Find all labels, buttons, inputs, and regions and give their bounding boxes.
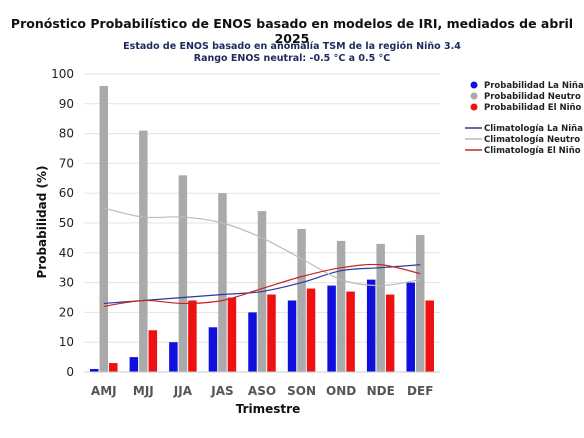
chart-subtitle-2: Rango ENOS neutral: -0.5 °C a 0.5 °C bbox=[193, 53, 391, 64]
bar bbox=[218, 193, 227, 372]
y-tick-label: 80 bbox=[59, 127, 74, 141]
y-tick-label: 60 bbox=[59, 186, 74, 200]
x-tick-label: JAS bbox=[210, 384, 233, 398]
legend-label: Climatología Neutro bbox=[484, 135, 580, 145]
x-tick-label: AMJ bbox=[91, 384, 117, 398]
legend-label: Probabilidad Neutro bbox=[484, 92, 581, 102]
y-tick-label: 50 bbox=[59, 216, 74, 230]
chart-subtitle-1: Estado de ENOS basado en anomalía TSM de… bbox=[123, 41, 461, 52]
bar bbox=[385, 294, 395, 372]
x-tick-label: OND bbox=[326, 384, 356, 398]
bar bbox=[139, 130, 148, 372]
bar bbox=[99, 85, 109, 373]
bar bbox=[425, 300, 434, 372]
x-tick-label: NDE bbox=[367, 384, 395, 398]
bar bbox=[208, 327, 218, 372]
bar bbox=[346, 291, 355, 372]
x-axis-label: Trimestre bbox=[236, 402, 300, 416]
bar bbox=[248, 312, 257, 372]
y-tick-label: 20 bbox=[59, 305, 74, 319]
legend-label: Probabilidad El Niño bbox=[484, 103, 582, 113]
bar bbox=[297, 228, 306, 372]
bar bbox=[327, 285, 336, 372]
legend-marker bbox=[470, 81, 478, 89]
bar bbox=[306, 288, 316, 372]
y-tick-label: 90 bbox=[59, 97, 74, 111]
legend-label: Climatología La Niña bbox=[484, 124, 583, 134]
series-line bbox=[103, 263, 421, 308]
bar bbox=[227, 297, 237, 372]
x-tick-label: DEF bbox=[407, 384, 433, 398]
legend-label: Probabilidad La Niña bbox=[484, 81, 584, 91]
series-line bbox=[103, 264, 421, 305]
bar bbox=[129, 357, 139, 372]
x-tick-label: SON bbox=[287, 384, 316, 398]
legend-label: Climatología El Niño bbox=[484, 146, 581, 156]
legend-marker bbox=[470, 103, 478, 111]
bar bbox=[366, 279, 376, 372]
chart-title: Pronóstico Probabilístico de ENOS basado… bbox=[10, 16, 574, 46]
y-tick-label: 100 bbox=[51, 67, 74, 81]
bar bbox=[336, 240, 346, 372]
y-axis-label: Probabilidad (%) bbox=[35, 165, 49, 278]
bar bbox=[169, 342, 178, 372]
bar bbox=[287, 300, 297, 372]
bar bbox=[415, 234, 425, 372]
x-tick-label: MJJ bbox=[133, 384, 154, 398]
y-tick-label: 70 bbox=[59, 156, 74, 170]
bar bbox=[148, 330, 158, 372]
x-tick-label: ASO bbox=[248, 384, 276, 398]
bar bbox=[406, 282, 415, 372]
bar bbox=[90, 369, 99, 372]
series-line bbox=[103, 207, 421, 287]
x-tick-label: JJA bbox=[173, 384, 193, 398]
bar bbox=[109, 363, 118, 372]
y-tick-label: 40 bbox=[59, 246, 74, 260]
legend-marker bbox=[470, 92, 478, 100]
y-tick-label: 0 bbox=[66, 365, 74, 379]
y-tick-label: 30 bbox=[59, 276, 74, 290]
y-tick-label: 10 bbox=[59, 335, 74, 349]
bar bbox=[188, 300, 197, 372]
bar bbox=[178, 175, 188, 372]
bar bbox=[376, 243, 385, 372]
bar bbox=[267, 294, 276, 372]
